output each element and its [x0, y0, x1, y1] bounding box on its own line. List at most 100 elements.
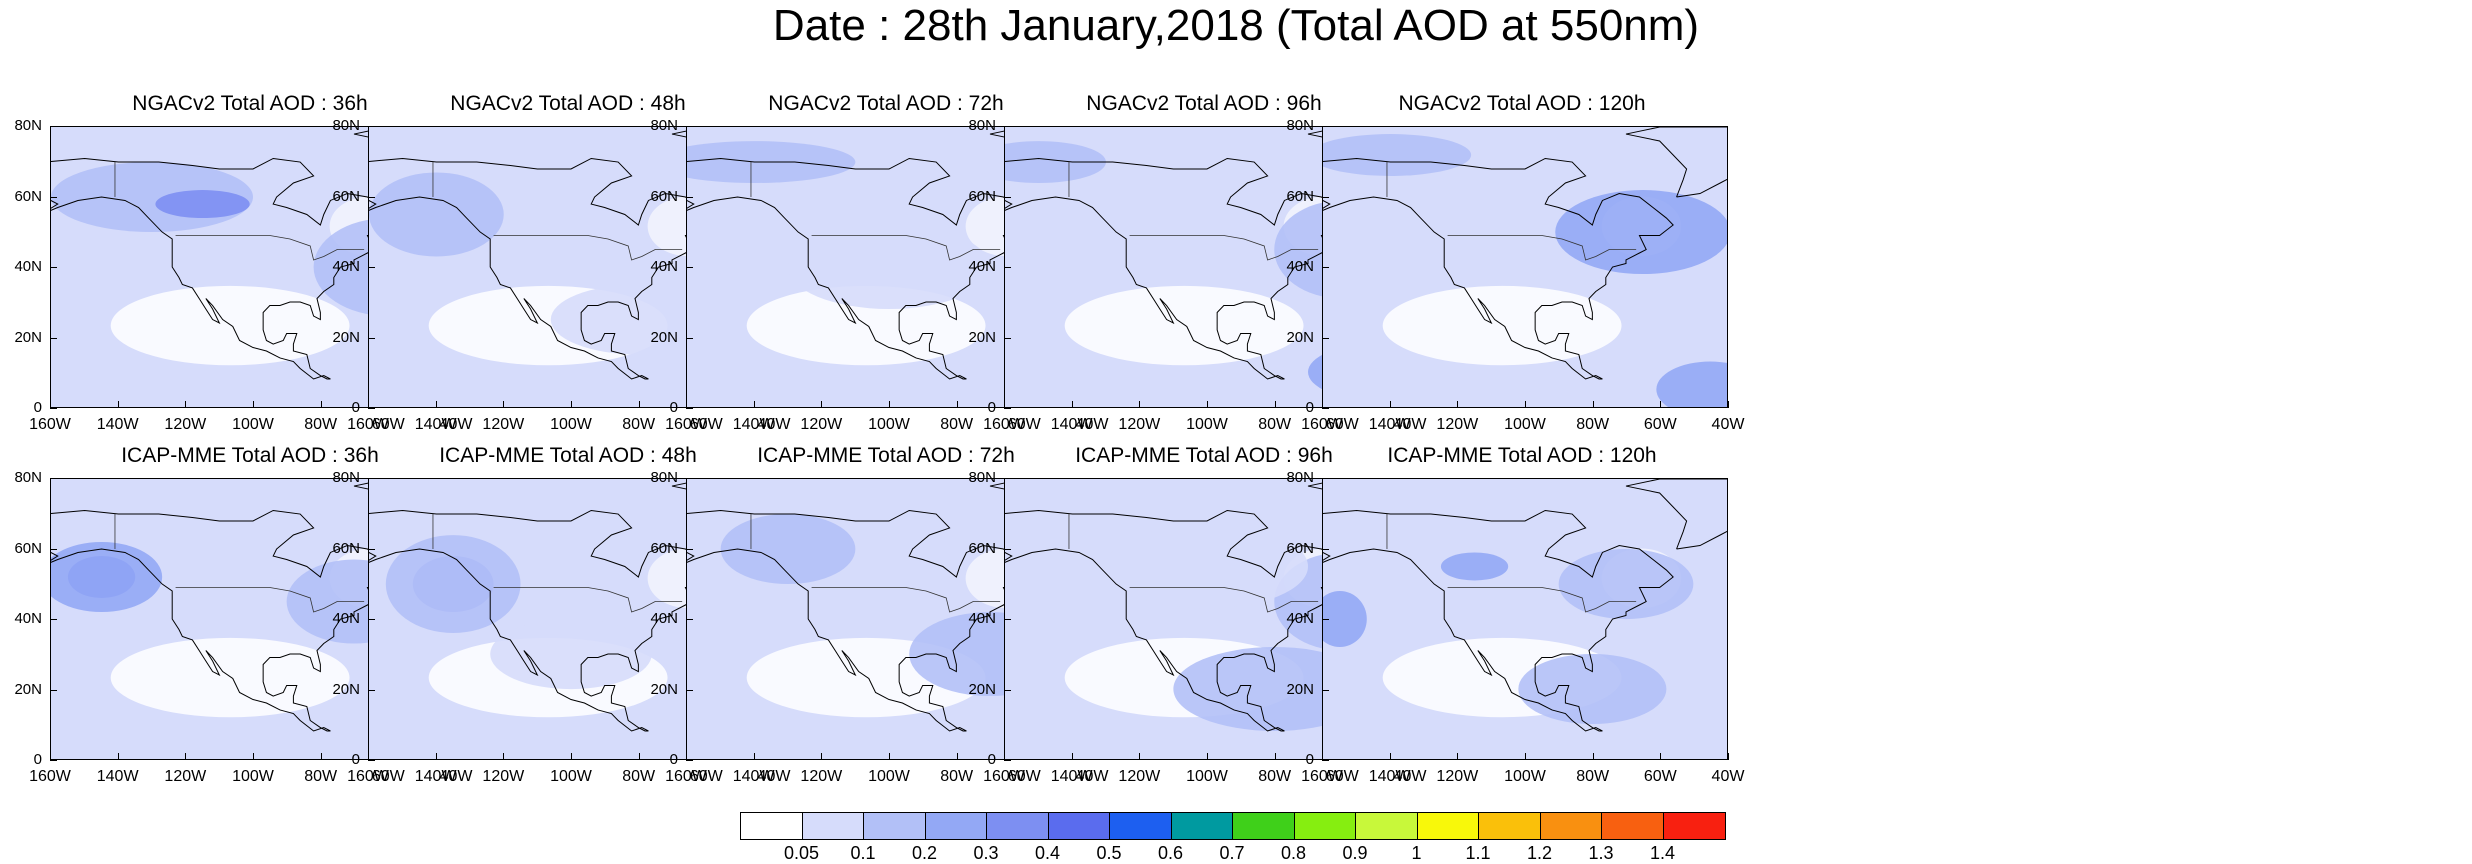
y-tick [50, 408, 57, 409]
colorbar-swatch [1479, 813, 1541, 839]
latitude-label: 60N [332, 187, 360, 205]
latitude-label: 40N [1286, 258, 1314, 275]
colorbar-swatch [987, 813, 1049, 839]
latitude-label: 20N [14, 680, 42, 698]
longitude-label: 60W [689, 768, 723, 785]
latitude-label: 60N [14, 539, 42, 557]
x-tick [1274, 753, 1276, 760]
longitude-label: 140W [96, 416, 139, 433]
longitude-label: 160W [29, 768, 71, 785]
x-tick [638, 401, 640, 408]
x-tick [686, 401, 687, 408]
longitude-label: 160W [983, 416, 1025, 433]
panel-title: ICAP-MME Total AOD : 96h [1075, 444, 1333, 467]
y-tick [686, 478, 693, 479]
latitude-label: 0 [33, 751, 42, 768]
panel-title: NGACv2 Total AOD : 72h [768, 92, 1004, 115]
aod-plume [155, 190, 250, 219]
map-area [1322, 478, 1728, 760]
country-border [1447, 235, 1637, 261]
x-tick [435, 753, 437, 760]
y-tick [1004, 196, 1011, 198]
low-aod-region [1064, 285, 1304, 366]
latitude-label: 20N [332, 680, 360, 698]
colorbar [740, 812, 1726, 840]
latitude-label: 80N [14, 117, 42, 134]
longitude-label: 140W [414, 416, 457, 433]
aod-plume [490, 619, 652, 690]
colorbar-swatch [1356, 813, 1418, 839]
latitude-label: 40N [14, 610, 42, 627]
colorbar-swatch [864, 813, 926, 839]
aod-plume [1323, 134, 1472, 176]
y-tick [50, 548, 57, 550]
y-tick [50, 689, 57, 691]
colorbar-swatch [1110, 813, 1172, 839]
aod-map [1323, 479, 1727, 759]
x-tick [753, 401, 755, 408]
longitude-label: 40W [757, 768, 791, 785]
longitude-label: 120W [1118, 416, 1161, 433]
y-tick [1322, 619, 1329, 620]
colorbar-label: 0.2 [911, 843, 938, 863]
y-tick [368, 548, 375, 550]
latitude-label: 80N [14, 469, 42, 486]
colorbar-label: 0.8 [1280, 843, 1307, 863]
y-tick [1322, 408, 1329, 409]
latitude-label: 40N [332, 610, 360, 627]
x-tick [320, 401, 322, 408]
y-tick [686, 408, 693, 409]
y-tick [686, 196, 693, 198]
latitude-label: 20N [1286, 680, 1314, 698]
x-tick [253, 401, 254, 408]
longitude-label: 40W [1393, 768, 1427, 785]
latitude-label: 40N [14, 258, 42, 275]
x-tick [320, 753, 322, 760]
longitude-label: 100W [1504, 768, 1546, 785]
latitude-label: 20N [968, 328, 996, 346]
country-border [811, 587, 1001, 613]
x-tick [435, 401, 437, 408]
x-tick [368, 401, 369, 408]
latitude-label: 80N [650, 469, 678, 486]
y-tick [50, 478, 57, 479]
x-tick [1071, 401, 1073, 408]
y-tick [50, 337, 57, 339]
y-tick [368, 760, 375, 761]
longitude-label: 160W [347, 416, 389, 433]
longitude-label: 140W [732, 768, 775, 785]
longitude-label: 40W [1711, 416, 1745, 433]
latitude-label: 60N [332, 539, 360, 557]
y-tick [368, 408, 375, 409]
longitude-label: 160W [665, 416, 707, 433]
longitude-label: 60W [689, 416, 723, 433]
longitude-label: 100W [232, 768, 274, 785]
y-tick [368, 337, 375, 339]
y-tick [50, 126, 57, 127]
x-tick [1457, 401, 1459, 408]
longitude-label: 40W [757, 416, 791, 433]
y-tick [1004, 619, 1011, 620]
panel-title: ICAP-MME Total AOD : 48h [439, 444, 697, 467]
longitude-label: 80W [622, 416, 656, 433]
x-tick [50, 401, 51, 408]
x-tick [117, 401, 119, 408]
x-tick [1525, 401, 1526, 408]
y-tick [1004, 126, 1011, 127]
coastline [51, 509, 402, 732]
country-border [1129, 587, 1319, 613]
latitude-label: 20N [968, 680, 996, 698]
longitude-label: 120W [800, 416, 843, 433]
longitude-label: 120W [482, 416, 525, 433]
latitude-label: 80N [650, 117, 678, 134]
y-tick [686, 619, 693, 620]
latitude-label: 60N [968, 539, 996, 557]
x-tick [889, 753, 890, 760]
x-tick [503, 401, 505, 408]
greenland-coastline [1625, 479, 1727, 550]
aod-plume [788, 225, 990, 309]
x-tick [185, 401, 187, 408]
latitude-label: 60N [968, 187, 996, 205]
longitude-label: 140W [732, 416, 775, 433]
x-tick [821, 401, 823, 408]
